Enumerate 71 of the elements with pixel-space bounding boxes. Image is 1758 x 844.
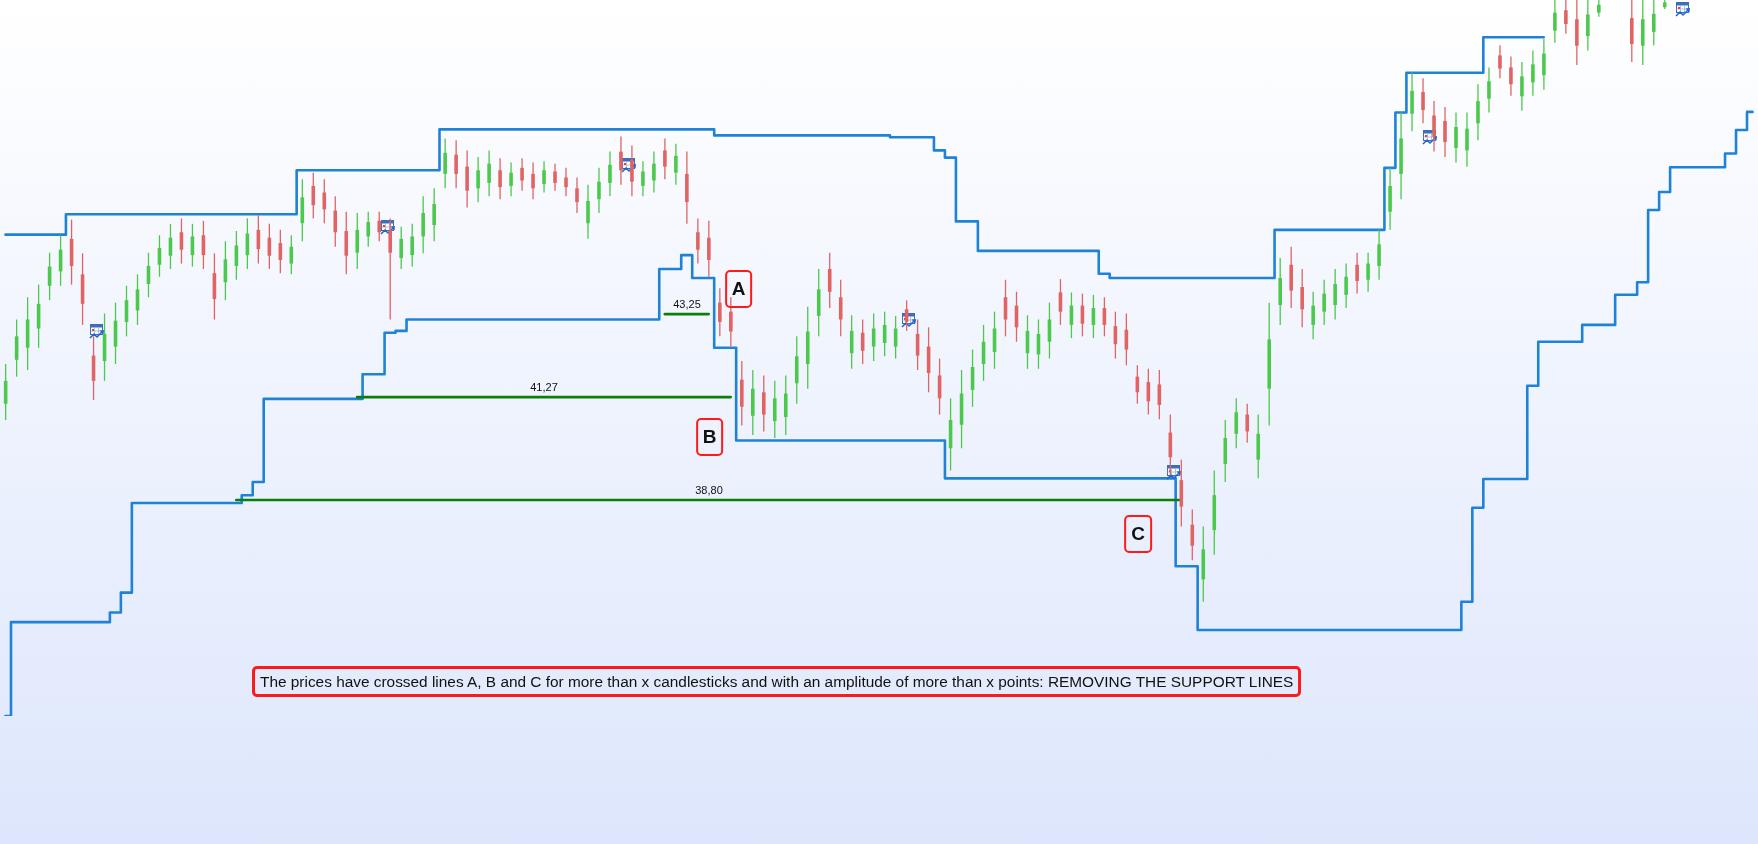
candlestick <box>454 139 458 189</box>
candlestick <box>718 287 722 337</box>
candlestick <box>575 176 579 214</box>
candlestick <box>608 150 612 197</box>
candlestick <box>432 187 436 242</box>
series-label: A <box>724 270 753 309</box>
candlestick <box>586 184 590 240</box>
candlestick <box>311 172 316 220</box>
candlestick <box>1234 397 1239 449</box>
candlestick <box>476 156 480 203</box>
candlestick <box>564 167 568 197</box>
candlestick <box>1542 38 1546 91</box>
candlestick <box>520 157 524 192</box>
candlestick <box>1355 252 1359 295</box>
candlestick <box>355 212 360 270</box>
candlestick <box>641 160 645 197</box>
candlestick <box>729 296 733 348</box>
candlestick <box>1322 279 1326 326</box>
text: The prices have crossed lines A, B and C for more than x candlesticks and with an amplitude of more than x points: REMOVING THE SUPPORT LINES <box>252 666 1302 697</box>
candlestick <box>498 157 502 200</box>
candlestick <box>322 178 327 224</box>
candlestick <box>761 374 766 433</box>
candlestick <box>1344 262 1348 309</box>
candlestick <box>1553 0 1557 44</box>
candlestick <box>1300 268 1304 328</box>
candlestick <box>707 220 711 278</box>
candlestick <box>388 217 393 321</box>
candlestick <box>1498 44 1502 79</box>
annotation: 38,80 <box>695 483 723 497</box>
candlestick <box>652 150 656 194</box>
candlestick <box>827 252 832 309</box>
candlestick <box>1476 83 1480 141</box>
candlestick <box>1366 252 1370 293</box>
annotation: 43,25 <box>673 298 701 312</box>
candlestick <box>366 211 371 248</box>
candlestick <box>1564 0 1568 35</box>
candlestick <box>410 223 414 268</box>
annotation: 41,27 <box>530 381 558 395</box>
candlestick <box>1311 291 1315 340</box>
candlestick <box>487 149 491 197</box>
candlestick <box>1421 77 1425 124</box>
candlestick <box>1454 111 1458 164</box>
candlestick <box>1410 72 1414 132</box>
candlestick <box>597 167 601 214</box>
candlestick <box>696 217 700 265</box>
candlestick <box>443 137 447 189</box>
series-label: C <box>1124 514 1153 553</box>
candlestick <box>1531 49 1535 97</box>
candlestick <box>1520 61 1524 112</box>
candlestick <box>663 137 667 180</box>
candlestick <box>674 143 678 186</box>
candlestick <box>421 195 425 254</box>
series-label: B <box>695 418 724 457</box>
candlestick <box>772 380 777 439</box>
candlestick <box>1377 229 1381 281</box>
candlestick <box>1465 111 1469 168</box>
candlestick <box>1586 0 1590 52</box>
candlestick <box>509 161 513 197</box>
candlestick <box>399 226 403 270</box>
candlestick <box>783 374 788 436</box>
candlestick <box>553 163 557 192</box>
candlestick <box>1190 508 1195 561</box>
candlestick <box>1333 268 1337 321</box>
candlestick <box>1509 55 1513 97</box>
candlestick <box>1443 106 1447 158</box>
candlestick <box>1245 403 1250 444</box>
candlestick <box>333 195 338 248</box>
candlestick <box>531 161 535 200</box>
candlestick <box>542 160 546 194</box>
candlestick <box>1651 0 1656 46</box>
candlestick <box>1487 66 1491 114</box>
